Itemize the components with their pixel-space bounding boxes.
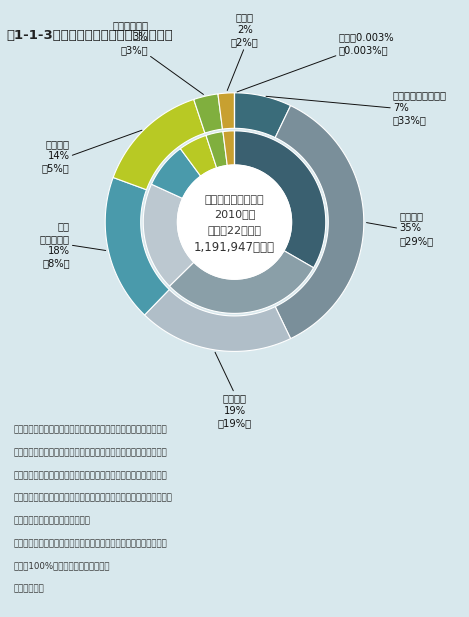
Text: 運輸部門
19%
（19%）: 運輸部門 19% （19%） <box>218 393 251 428</box>
Text: ２：統計誤差、四捨五入等のため、排出量割合の合計は必ずしも: ２：統計誤差、四捨五入等のため、排出量割合の合計は必ずしも <box>14 539 168 548</box>
Text: 産業部門
35%
（29%）: 産業部門 35% （29%） <box>399 211 433 246</box>
Text: 注１：内側の円は各部門の直接の排出量の割合（下段カッコ内の数: 注１：内側の円は各部門の直接の排出量の割合（下段カッコ内の数 <box>14 426 168 434</box>
Text: を、それぞれ示している。: を、それぞれ示している。 <box>14 516 91 525</box>
Polygon shape <box>275 106 364 339</box>
Polygon shape <box>234 131 326 268</box>
Polygon shape <box>234 93 291 138</box>
Polygon shape <box>151 149 201 199</box>
Polygon shape <box>223 131 234 165</box>
Text: 費量に応じて最終需要部門に配分した後の割合（上段の数字）: 費量に応じて最終需要部門に配分した後の割合（上段の数字） <box>14 494 173 503</box>
Polygon shape <box>113 99 205 190</box>
Text: エネルギー転換部門
7%
（33%）: エネルギー転換部門 7% （33%） <box>393 91 447 125</box>
Polygon shape <box>143 184 194 286</box>
Text: 二酸化炭素総排出量: 二酸化炭素総排出量 <box>204 195 265 205</box>
Polygon shape <box>194 94 222 133</box>
Text: 字）を、また、外側の円は電気事業者の発電に伴う排出量及: 字）を、また、外側の円は電気事業者の発電に伴う排出量及 <box>14 448 168 457</box>
Polygon shape <box>169 251 314 313</box>
Polygon shape <box>218 93 234 129</box>
Text: 業務
その他部門
18%
（8%）: 業務 その他部門 18% （8%） <box>40 222 70 268</box>
Text: 資料：環境省: 資料：環境省 <box>14 584 45 594</box>
Text: 1,191,947千トン: 1,191,947千トン <box>194 241 275 254</box>
Text: 工業プロセス
3%
（3%）: 工業プロセス 3% （3%） <box>112 20 148 55</box>
Polygon shape <box>206 131 227 168</box>
Text: 廃棄物
2%
（2%）: 廃棄物 2% （2%） <box>231 12 258 47</box>
Text: び熱供給事業者の熱発生に伴う排出量を電力消費量及び熱消: び熱供給事業者の熱発生に伴う排出量を電力消費量及び熱消 <box>14 471 168 480</box>
Circle shape <box>177 165 292 279</box>
Polygon shape <box>144 289 291 352</box>
Text: 家庭部門
14%
（5%）: 家庭部門 14% （5%） <box>42 139 70 173</box>
Polygon shape <box>105 178 169 315</box>
Text: 100%にならないことがある。: 100%にならないことがある。 <box>14 561 111 571</box>
Text: 2010年度: 2010年度 <box>214 210 255 220</box>
Text: 図1-1-3　二酸化炭素排出量の部門別内訳: 図1-1-3 二酸化炭素排出量の部門別内訳 <box>7 30 173 43</box>
Polygon shape <box>181 135 217 176</box>
Text: その他0.003%
（0.003%）: その他0.003% （0.003%） <box>339 33 394 55</box>
Text: （平成22年度）: （平成22年度） <box>207 225 262 235</box>
